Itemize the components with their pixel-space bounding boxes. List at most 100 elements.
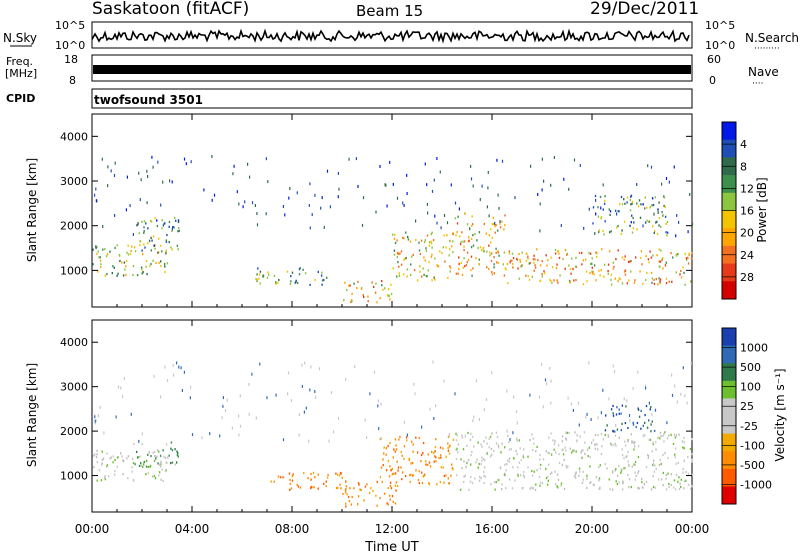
scatter-point [640, 250, 643, 253]
scatter-point [472, 419, 474, 423]
scatter-point [465, 465, 467, 469]
scatter-point [565, 464, 567, 467]
scatter-point [493, 256, 495, 259]
scatter-point [126, 251, 128, 254]
scatter-point [635, 425, 637, 429]
scatter-point [659, 280, 661, 283]
colorbar-tick-label: 100 [740, 381, 761, 394]
scatter-point [578, 474, 580, 477]
scatter-point [626, 399, 628, 403]
scatter-point [398, 438, 400, 441]
scatter-point [105, 255, 108, 258]
scatter-point [530, 164, 532, 168]
scatter-point [481, 249, 483, 252]
scatter-point [550, 432, 552, 435]
scatter-point [107, 165, 109, 169]
scatter-point [312, 471, 315, 474]
scatter-point [555, 267, 558, 270]
scatter-point [609, 213, 611, 216]
scatter-point [495, 481, 497, 484]
scatter-point [145, 265, 147, 268]
scatter-point [578, 251, 581, 254]
scatter-point [504, 267, 506, 270]
scatter-point [530, 486, 532, 489]
scatter-point [595, 442, 597, 446]
scatter-point [507, 459, 509, 462]
scatter-point [347, 495, 350, 499]
scatter-point [646, 271, 648, 274]
scatter-point [358, 483, 360, 486]
scatter-point [401, 454, 403, 457]
scatter-point [649, 206, 651, 209]
scatter-point [565, 449, 567, 452]
scatter-point [618, 436, 620, 439]
scatter-point [389, 442, 391, 445]
scatter-point [668, 180, 670, 184]
scatter-point [558, 256, 561, 259]
scatter-point [432, 239, 435, 242]
scatter-point [532, 437, 535, 440]
scatter-point [497, 444, 500, 447]
scatter-point [557, 249, 560, 253]
scatter-point [308, 439, 310, 443]
scatter-point [517, 474, 519, 477]
power-scatter [92, 155, 694, 304]
scatter-point [388, 475, 391, 478]
scatter-point [391, 467, 394, 470]
scatter-point [586, 474, 588, 477]
scatter-point [655, 441, 657, 444]
scatter-point [675, 234, 677, 238]
scatter-point [396, 485, 399, 488]
scatter-point [158, 474, 160, 477]
scatter-point [568, 187, 570, 191]
scatter-point [677, 253, 679, 256]
scatter-point [491, 223, 494, 226]
scatter-point [665, 488, 668, 491]
scatter-point [505, 487, 507, 490]
scatter-point [402, 273, 405, 276]
scatter-point [653, 278, 655, 281]
scatter-point [522, 474, 525, 477]
scatter-point [668, 280, 670, 283]
scatter-point [691, 252, 693, 255]
scatter-point [125, 265, 127, 268]
scatter-point [159, 454, 162, 457]
scatter-point [515, 450, 517, 453]
scatter-point [256, 223, 259, 227]
scatter-point [653, 282, 656, 285]
scatter-point [471, 224, 473, 227]
scatter-point [632, 227, 635, 230]
noise-trace-line [92, 28, 690, 44]
scatter-point [665, 261, 667, 264]
scatter-point [624, 466, 626, 469]
scatter-point [459, 235, 461, 238]
scatter-point [139, 244, 141, 247]
scatter-point [617, 249, 619, 252]
scatter-point [452, 438, 455, 441]
scatter-point [517, 466, 519, 469]
scatter-point [471, 215, 473, 218]
scatter-point [666, 437, 669, 440]
scatter-point [296, 191, 298, 195]
scatter-point [554, 252, 557, 255]
scatter-point [599, 486, 601, 489]
x-tick-label: 00:00 [675, 522, 710, 536]
scatter-point [433, 276, 435, 279]
scatter-point [611, 470, 614, 473]
scatter-point [340, 472, 342, 475]
scatter-point [657, 478, 660, 481]
scatter-point [290, 399, 292, 403]
scatter-point [494, 225, 496, 228]
scatter-point [95, 419, 97, 423]
scatter-point [351, 495, 353, 499]
scatter-point [351, 292, 353, 295]
scatter-point [661, 211, 663, 214]
scatter-point [176, 244, 179, 247]
scatter-point [138, 171, 140, 175]
scatter-point [309, 388, 311, 392]
scatter-point [168, 225, 170, 228]
scatter-point [578, 423, 580, 427]
scatter-point [662, 453, 664, 457]
cpid-program: twofsound 3501 [94, 93, 203, 107]
scatter-point [472, 184, 474, 188]
